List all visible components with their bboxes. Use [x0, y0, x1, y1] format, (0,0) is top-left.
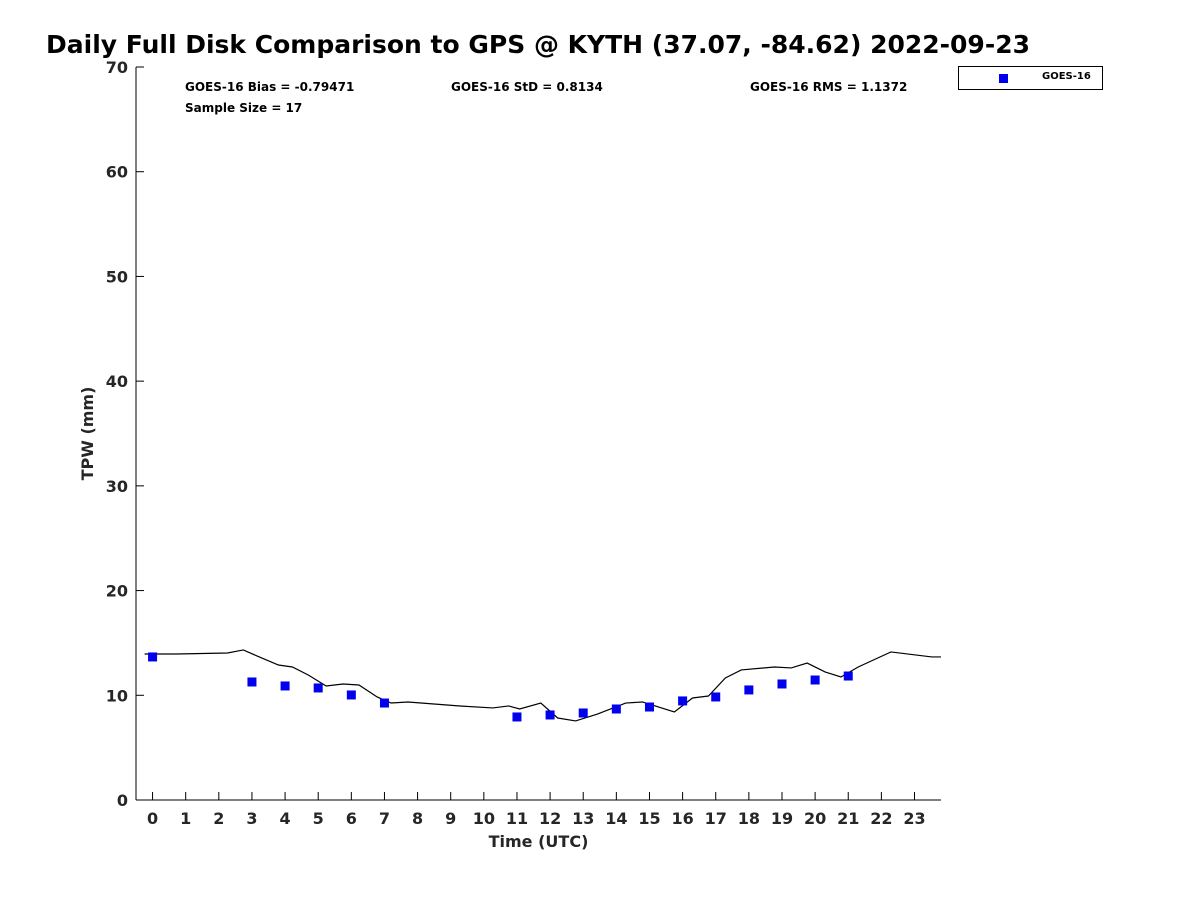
- x-tick-label: 10: [473, 809, 495, 828]
- goes16-point: [744, 685, 754, 695]
- y-axis-label: TPW (mm): [78, 387, 97, 481]
- y-tick-label: 20: [106, 582, 128, 601]
- x-tick-label: 8: [412, 809, 423, 828]
- goes16-point: [611, 704, 621, 714]
- y-tick-label: 50: [106, 267, 128, 286]
- x-tick-label: 19: [771, 809, 793, 828]
- y-tick-label: 0: [117, 791, 128, 810]
- y-tick-label: 60: [106, 163, 128, 182]
- goes16-point: [777, 679, 787, 689]
- x-tick-label: 2: [213, 809, 224, 828]
- chart-title: Daily Full Disk Comparison to GPS @ KYTH…: [46, 30, 1030, 59]
- goes16-point: [644, 702, 654, 712]
- x-tick-label: 0: [147, 809, 158, 828]
- legend-marker-icon: [999, 74, 1008, 83]
- x-tick-label: 23: [903, 809, 925, 828]
- x-tick-label: 20: [804, 809, 826, 828]
- goes16-point: [148, 652, 158, 662]
- bias-stat: GOES-16 Bias = -0.79471: [185, 80, 355, 94]
- goes16-point: [810, 675, 820, 685]
- y-tick-label: 30: [106, 477, 128, 496]
- y-tick-label: 10: [106, 686, 128, 705]
- x-tick-label: 16: [671, 809, 693, 828]
- goes16-point: [843, 671, 853, 681]
- gps-line: [144, 649, 941, 722]
- x-tick-label: 4: [280, 809, 291, 828]
- x-tick-label: 18: [738, 809, 760, 828]
- x-tick-label: 7: [379, 809, 390, 828]
- x-tick-label: 15: [638, 809, 660, 828]
- x-tick-label: 22: [870, 809, 892, 828]
- x-tick-label: 9: [445, 809, 456, 828]
- goes16-point: [578, 708, 588, 718]
- x-tick-label: 17: [705, 809, 727, 828]
- goes16-point: [247, 677, 257, 687]
- goes16-point: [280, 681, 290, 691]
- x-tick-label: 1: [180, 809, 191, 828]
- x-tick-label: 5: [313, 809, 324, 828]
- legend-label: GOES-16: [1042, 71, 1091, 82]
- rms-stat: GOES-16 RMS = 1.1372: [750, 80, 908, 94]
- y-tick-label: 40: [106, 372, 128, 391]
- x-tick-label: 21: [837, 809, 859, 828]
- x-tick-label: 11: [506, 809, 528, 828]
- goes16-point: [512, 712, 522, 722]
- legend: GOES-16: [958, 66, 1103, 90]
- sample-size-stat: Sample Size = 17: [185, 101, 303, 115]
- y-tick-label: 70: [106, 58, 128, 77]
- x-tick-label: 13: [572, 809, 594, 828]
- goes16-point: [346, 690, 356, 700]
- x-axis-label: Time (UTC): [489, 832, 589, 851]
- goes16-point: [678, 696, 688, 706]
- goes16-point: [313, 683, 323, 693]
- goes16-point: [545, 710, 555, 720]
- x-tick-label: 14: [605, 809, 627, 828]
- x-tick-label: 6: [346, 809, 357, 828]
- std-stat: GOES-16 StD = 0.8134: [451, 80, 603, 94]
- goes16-point: [711, 692, 721, 702]
- x-tick-label: 12: [539, 809, 561, 828]
- goes16-point: [379, 698, 389, 708]
- x-tick-label: 3: [246, 809, 257, 828]
